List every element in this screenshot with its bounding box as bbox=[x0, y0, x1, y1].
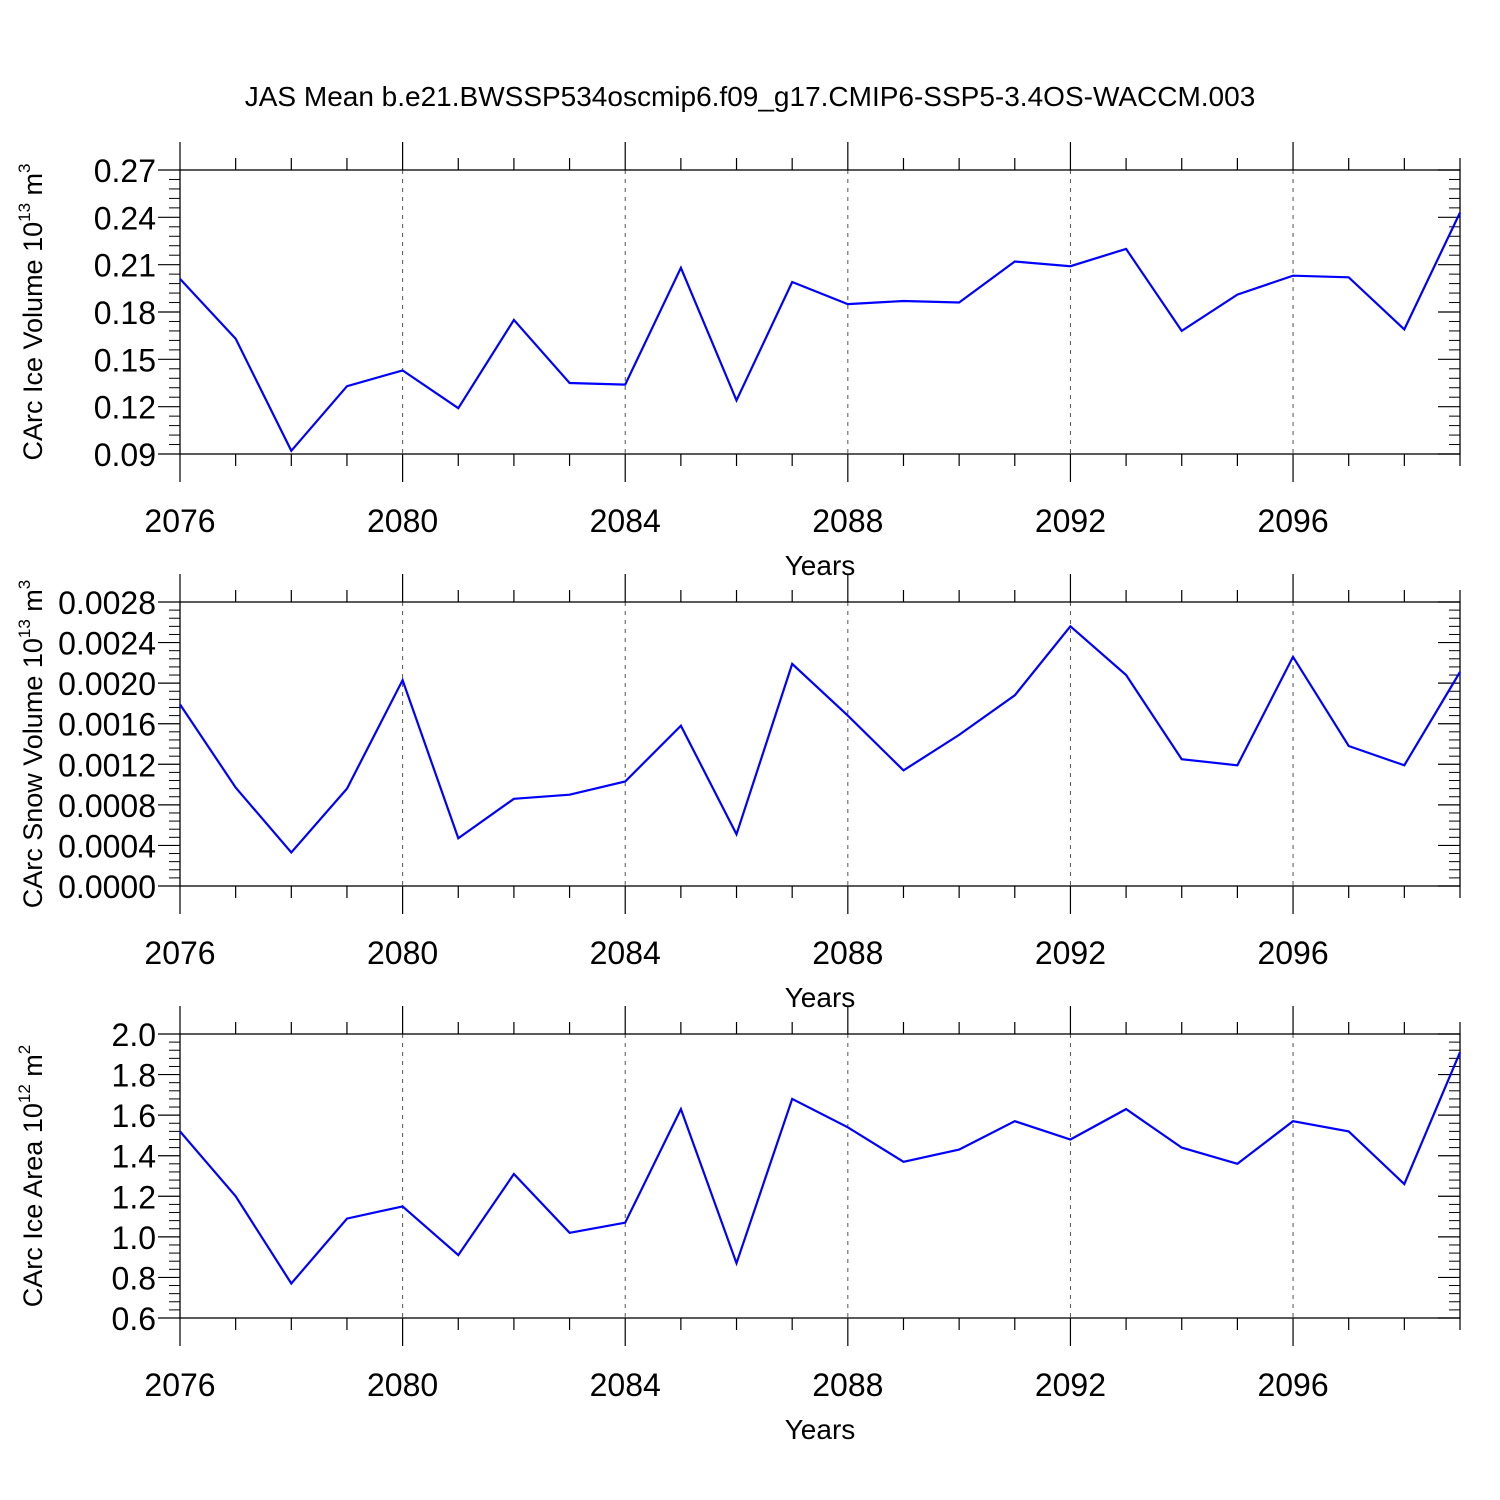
y-tick-label: 0.09 bbox=[94, 437, 156, 473]
y-tick-label: 0.15 bbox=[94, 342, 156, 378]
y-tick-label: 2.0 bbox=[112, 1017, 156, 1053]
x-tick-label: 2076 bbox=[144, 503, 215, 539]
y-tick-label: 0.0008 bbox=[58, 788, 156, 824]
x-tick-label: 2088 bbox=[812, 935, 883, 971]
x-tick-label: 2088 bbox=[812, 1367, 883, 1403]
x-tick-label: 2092 bbox=[1035, 1367, 1106, 1403]
y-tick-label: 0.21 bbox=[94, 248, 156, 284]
x-tick-label: 2084 bbox=[590, 503, 661, 539]
series-line bbox=[179, 212, 1461, 453]
chart-panel-1: 0.09 0.12 0.15 0.18 0.21 0.24 0.27 2076 2080 2084… bbox=[15, 142, 1461, 581]
x-tick-label: 2076 bbox=[144, 1367, 215, 1403]
x-tick-label: 2092 bbox=[1035, 935, 1106, 971]
y-tick-label: 1.8 bbox=[112, 1058, 156, 1094]
x-axis-label: Years bbox=[785, 982, 856, 1013]
y-tick-label: 0.6 bbox=[112, 1301, 156, 1337]
y-tick-label: 0.27 bbox=[94, 153, 156, 189]
chart-panel-3: 0.6 0.8 1.0 1.2 1.4 1.6 1.8 2.0 2076 2080 2084 2088… bbox=[15, 1006, 1462, 1445]
y-axis-label: CArc Ice Area 1012 m2 bbox=[15, 1045, 48, 1308]
y-tick-label: 0.0016 bbox=[58, 707, 156, 743]
x-tick-label: 2088 bbox=[812, 503, 883, 539]
x-axis-label: Years bbox=[785, 1414, 856, 1445]
y-tick-label: 0.0028 bbox=[58, 585, 156, 621]
y-tick-label: 0.24 bbox=[94, 200, 156, 236]
chart-panel-2: 0.0000 0.0004 0.0008 0.0012 0.0016 0.0020 0.00… bbox=[15, 574, 1461, 1013]
y-axis-label: CArc Ice Volume 1013 m3 bbox=[15, 163, 48, 460]
plot-frame bbox=[179, 601, 1461, 887]
x-tick-label: 2076 bbox=[144, 935, 215, 971]
x-tick-label: 2084 bbox=[590, 935, 661, 971]
y-tick-label: 0.12 bbox=[94, 390, 156, 426]
x-tick-label: 2080 bbox=[367, 503, 438, 539]
y-tick-label: 1.6 bbox=[112, 1098, 156, 1134]
x-axis-label: Years bbox=[785, 550, 856, 581]
plot-frame bbox=[179, 1033, 1461, 1319]
y-tick-label: 0.0000 bbox=[58, 869, 156, 905]
y-tick-label: 0.18 bbox=[94, 295, 156, 331]
x-tick-label: 2092 bbox=[1035, 503, 1106, 539]
y-tick-label: 0.8 bbox=[112, 1260, 156, 1296]
plot-frame bbox=[179, 169, 1461, 455]
x-tick-label: 2096 bbox=[1257, 935, 1328, 971]
figure-title: JAS Mean b.e21.BWSSP534oscmip6.f09_g17.C… bbox=[245, 81, 1256, 112]
x-tick-label: 2080 bbox=[367, 935, 438, 971]
y-tick-label: 0.0024 bbox=[58, 626, 156, 662]
y-axis-label: CArc Snow Volume 1013 m3 bbox=[15, 580, 48, 909]
x-tick-label: 2096 bbox=[1257, 1367, 1328, 1403]
x-tick-label: 2084 bbox=[590, 1367, 661, 1403]
y-tick-label: 0.0004 bbox=[58, 828, 156, 864]
series-line bbox=[179, 624, 1461, 855]
x-tick-label: 2096 bbox=[1257, 503, 1328, 539]
series-line bbox=[179, 1051, 1462, 1286]
y-tick-label: 0.0020 bbox=[58, 666, 156, 702]
x-tick-label: 2080 bbox=[367, 1367, 438, 1403]
y-tick-label: 0.0012 bbox=[58, 747, 156, 783]
y-tick-label: 1.2 bbox=[112, 1179, 156, 1215]
y-tick-label: 1.4 bbox=[112, 1139, 156, 1175]
panels: 0.09 0.12 0.15 0.18 0.21 0.24 0.27 2076 2080 2084… bbox=[15, 142, 1462, 1445]
y-tick-label: 1.0 bbox=[112, 1220, 156, 1256]
